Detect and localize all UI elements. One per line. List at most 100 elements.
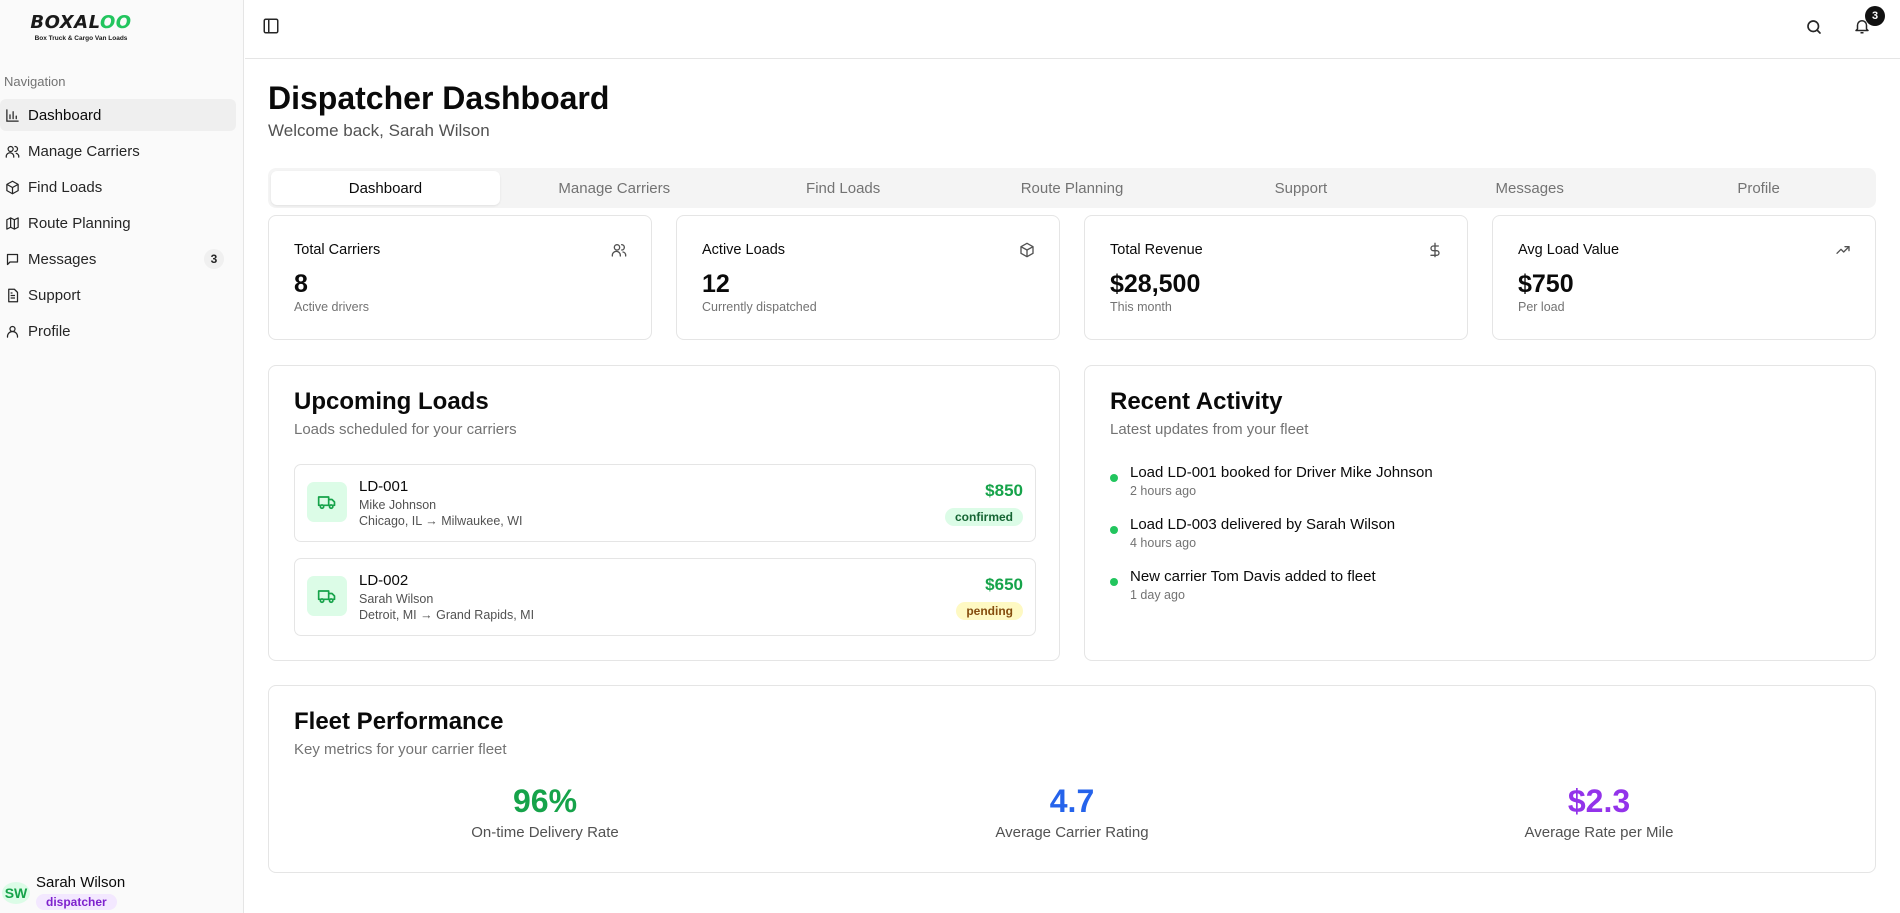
stat-label: Active Loads <box>702 242 786 258</box>
load-price: $850 <box>985 481 1023 500</box>
tab-route-planning[interactable]: Route Planning <box>1020 179 1124 197</box>
status-dot <box>1110 474 1118 482</box>
stat-caption: Per load <box>1518 300 1565 314</box>
metric-on-time-delivery: 96% On-time Delivery Rate <box>345 782 745 841</box>
search-icon[interactable] <box>1805 18 1823 36</box>
top-bar: 3 <box>245 0 1900 59</box>
load-id: LD-002 <box>359 572 409 589</box>
stat-card-avg-load-value: Avg Load Value $750 Per load <box>1492 215 1876 340</box>
activity-time: 1 day ago <box>1130 588 1185 602</box>
brand-logo[interactable]: BOXALOO Box Truck & Cargo Van Loads <box>26 12 136 46</box>
user-menu[interactable]: SW Sarah Wilson dispatcher <box>0 872 240 913</box>
sidebar-item-manage-carriers[interactable]: Manage Carriers <box>0 135 236 167</box>
sidebar-item-label: Dashboard <box>28 106 102 124</box>
metric-label: On-time Delivery Rate <box>471 824 619 841</box>
stat-value: $750 <box>1518 270 1574 298</box>
users-icon <box>4 143 20 159</box>
metric-label: Average Carrier Rating <box>995 824 1149 841</box>
section-title: Fleet Performance <box>294 708 504 735</box>
bar-chart-icon <box>4 107 20 123</box>
section-title: Recent Activity <box>1110 388 1283 415</box>
package-icon <box>1019 242 1035 258</box>
tab-manage-carriers[interactable]: Manage Carriers <box>558 179 671 197</box>
users-icon <box>611 242 627 258</box>
sidebar-nav: Dashboard Manage Carriers Find Loads Rou… <box>0 99 236 351</box>
avatar: SW <box>2 882 30 904</box>
stat-caption: Currently dispatched <box>702 300 817 314</box>
stat-label: Total Revenue <box>1110 242 1203 258</box>
section-title: Upcoming Loads <box>294 388 489 415</box>
sidebar-item-messages[interactable]: Messages 3 <box>0 243 236 275</box>
map-icon <box>4 215 20 231</box>
section-subtitle: Key metrics for your carrier fleet <box>294 741 507 758</box>
sidebar-item-label: Find Loads <box>28 178 103 196</box>
metric-value: $2.3 <box>1567 783 1631 819</box>
trending-up-icon <box>1835 242 1851 258</box>
sidebar-item-label: Route Planning <box>28 214 131 232</box>
stat-card-total-carriers: Total Carriers 8 Active drivers <box>268 215 652 340</box>
sidebar-item-route-planning[interactable]: Route Planning <box>0 207 236 239</box>
tab-support[interactable]: Support <box>1274 179 1328 197</box>
sidebar-item-label: Messages <box>28 250 97 268</box>
message-icon <box>4 251 20 267</box>
stat-value: 8 <box>294 270 308 298</box>
sidebar-item-label: Support <box>28 286 81 304</box>
sidebar-item-profile[interactable]: Profile <box>0 315 236 347</box>
status-dot <box>1110 578 1118 586</box>
activity-text: Load LD-003 delivered by Sarah Wilson <box>1130 516 1396 533</box>
package-icon <box>4 179 20 195</box>
load-item[interactable]: LD-002 Sarah Wilson Detroit, MI → Grand … <box>294 558 1036 636</box>
metric-value: 4.7 <box>1049 783 1095 819</box>
load-route: Detroit, MI → Grand Rapids, MI <box>359 608 535 622</box>
sidebar-item-label: Profile <box>28 322 71 340</box>
tab-find-loads[interactable]: Find Loads <box>806 179 881 197</box>
status-badge: confirmed <box>944 508 1023 526</box>
stat-caption: Active drivers <box>294 300 370 314</box>
stat-value: 12 <box>702 270 730 298</box>
bell-icon[interactable] <box>1853 17 1873 37</box>
brand-tagline: Box Truck & Cargo Van Loads <box>34 35 128 42</box>
activity-time: 2 hours ago <box>1130 484 1197 498</box>
stat-card-total-revenue: Total Revenue $28,500 This month <box>1084 215 1468 340</box>
load-id: LD-001 <box>359 478 409 495</box>
upcoming-loads-card: Upcoming Loads Loads scheduled for your … <box>268 365 1060 661</box>
sidebar-item-dashboard[interactable]: Dashboard <box>0 99 236 131</box>
sidebar-item-label: Manage Carriers <box>28 142 140 160</box>
metric-label: Average Rate per Mile <box>1524 824 1674 841</box>
sidebar: BOXALOO Box Truck & Cargo Van Loads Navi… <box>0 0 244 913</box>
page-title: Dispatcher Dashboard <box>268 80 610 116</box>
load-driver: Mike Johnson <box>359 498 437 512</box>
load-route: Chicago, IL → Milwaukee, WI <box>359 514 523 528</box>
activity-text: Load LD-001 booked for Driver Mike Johns… <box>1130 464 1433 481</box>
section-subtitle: Latest updates from your fleet <box>1110 421 1309 438</box>
tab-messages[interactable]: Messages <box>1495 179 1564 197</box>
notification-count-badge: 3 <box>1865 6 1885 26</box>
dollar-icon <box>1427 242 1443 258</box>
stat-card-active-loads: Active Loads 12 Currently dispatched <box>676 215 1060 340</box>
sidebar-toggle-icon[interactable] <box>262 17 280 35</box>
status-badge: pending <box>956 602 1023 620</box>
user-role-badge: dispatcher <box>36 894 117 910</box>
activity-time: 4 hours ago <box>1130 536 1197 550</box>
user-icon <box>4 323 20 339</box>
sidebar-item-find-loads[interactable]: Find Loads <box>0 171 236 203</box>
load-item[interactable]: LD-001 Mike Johnson Chicago, IL → Milwau… <box>294 464 1036 542</box>
stat-caption: This month <box>1110 300 1172 314</box>
status-dot <box>1110 526 1118 534</box>
recent-activity-card: Recent Activity Latest updates from your… <box>1084 365 1876 661</box>
tab-profile[interactable]: Profile <box>1737 179 1780 197</box>
sidebar-item-support[interactable]: Support <box>0 279 236 311</box>
metric-rate-per-mile: $2.3 Average Rate per Mile <box>1399 782 1799 841</box>
document-icon <box>4 287 20 303</box>
tab-bar: Dashboard Manage Carriers Find Loads Rou… <box>268 168 1876 208</box>
metric-carrier-rating: 4.7 Average Carrier Rating <box>872 782 1272 841</box>
nav-heading: Navigation <box>4 74 66 89</box>
stat-label: Total Carriers <box>294 242 381 258</box>
stat-label: Avg Load Value <box>1518 242 1620 258</box>
user-name: Sarah Wilson <box>36 874 126 891</box>
fleet-performance-card: Fleet Performance Key metrics for your c… <box>268 685 1876 873</box>
load-driver: Sarah Wilson <box>359 592 434 606</box>
load-price: $650 <box>985 575 1023 594</box>
truck-icon <box>307 482 347 522</box>
tab-dashboard[interactable]: Dashboard <box>271 171 500 205</box>
